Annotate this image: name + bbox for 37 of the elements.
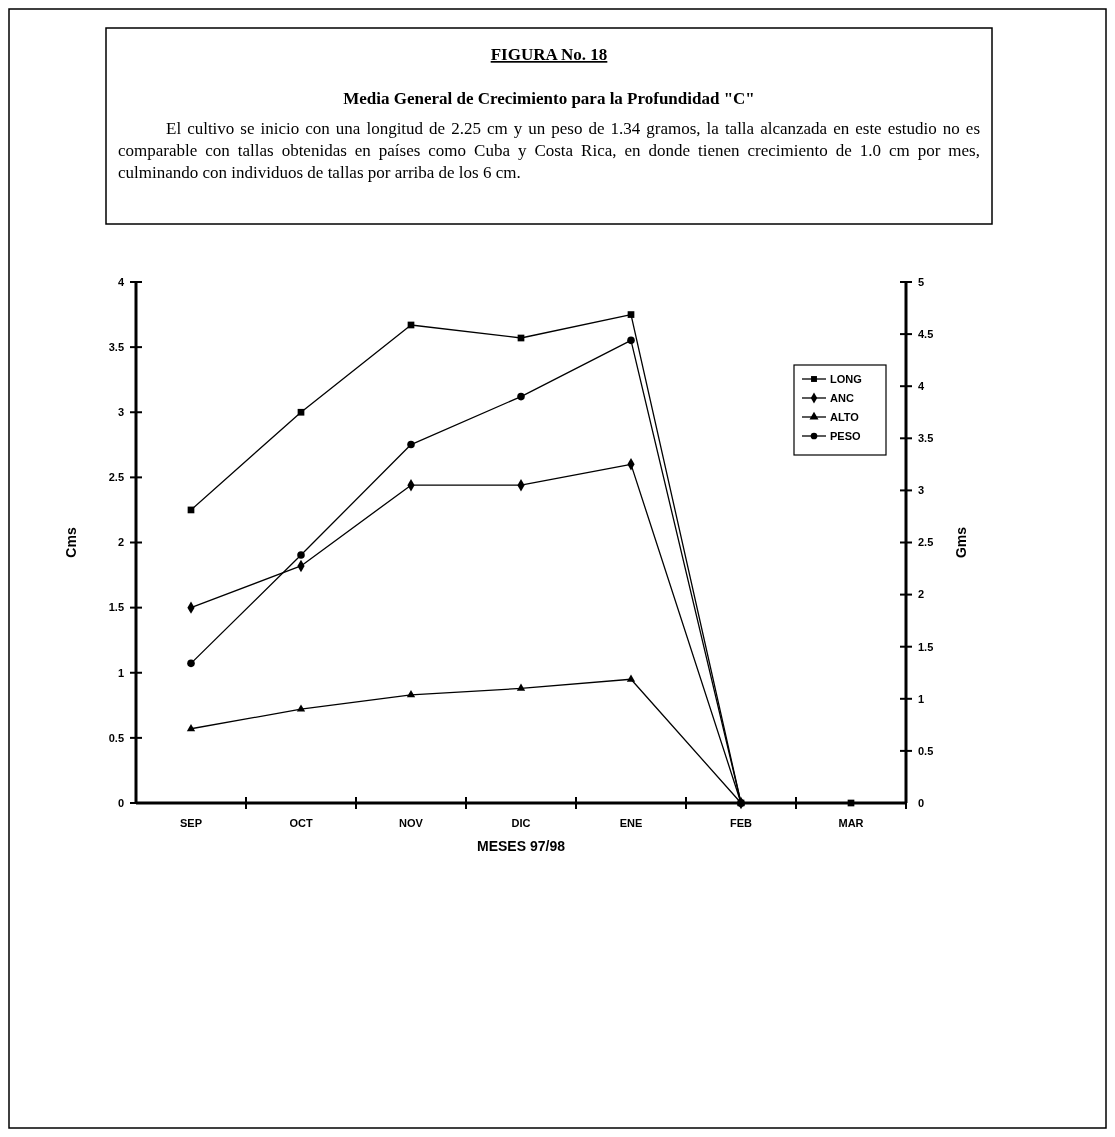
y2-tick-label: 0 — [918, 796, 925, 809]
x-tick-label: FEB — [730, 817, 753, 829]
y-tick-label: 2.5 — [108, 471, 124, 484]
y2-tick-label: 4.5 — [918, 327, 934, 340]
y2-tick-label: 3.5 — [918, 432, 934, 445]
x-tick-label: DIC — [511, 817, 531, 829]
x-tick-label: SEP — [179, 817, 203, 829]
y2-tick-label: 1 — [918, 692, 925, 705]
chart-subtitle: Media General de Crecimiento para la Profundidad "C" — [343, 89, 755, 108]
legend-label: PESO — [830, 429, 862, 442]
chart-title: FIGURA No. 18 — [490, 45, 608, 64]
y2-tick-label: 0.5 — [918, 744, 934, 757]
legend-label: ALTO — [830, 410, 860, 423]
x-tick-label: NOV — [399, 817, 424, 829]
y2-axis-title: Gms — [953, 526, 969, 559]
y-tick-label: 3.5 — [108, 340, 124, 353]
y2-tick-label: 5 — [918, 275, 925, 288]
x-tick-label: MAR — [838, 817, 864, 829]
y-tick-label: 1 — [117, 666, 124, 679]
text: El cultivo se inicio con una longitud de 2.25 cm y un peso de 1.34 gramos, la talla alcanzada en este estudio no es comparable con tallas obtenidas en países como Cuba y Costa Rica, en donde tienen crecimiento de 1.0 cm por mes, culminando con individuos de tallas por arriba de los 6 cm. — [118, 118, 980, 184]
x-tick-label: ENE — [619, 817, 643, 829]
y2-tick-label: 3 — [918, 484, 925, 497]
y-tick-label: 2 — [117, 536, 124, 549]
y-tick-label: 0.5 — [108, 731, 124, 744]
x-axis-title: MESES 97/98 — [477, 838, 566, 854]
y2-tick-label: 4 — [918, 380, 925, 393]
y2-tick-label: 2.5 — [918, 536, 934, 549]
y2-tick-label: 1.5 — [918, 640, 934, 653]
y-tick-label: 1.5 — [108, 601, 124, 614]
legend-label: ANC — [830, 391, 854, 404]
x-tick-label: OCT — [289, 817, 313, 829]
y-tick-label: 0 — [117, 796, 124, 809]
y2-tick-label: 2 — [918, 588, 925, 601]
y-axis-title: Cms — [63, 527, 79, 558]
y-tick-label: 4 — [117, 275, 125, 288]
y-tick-label: 3 — [117, 406, 124, 419]
legend-label: LONG — [830, 372, 862, 385]
